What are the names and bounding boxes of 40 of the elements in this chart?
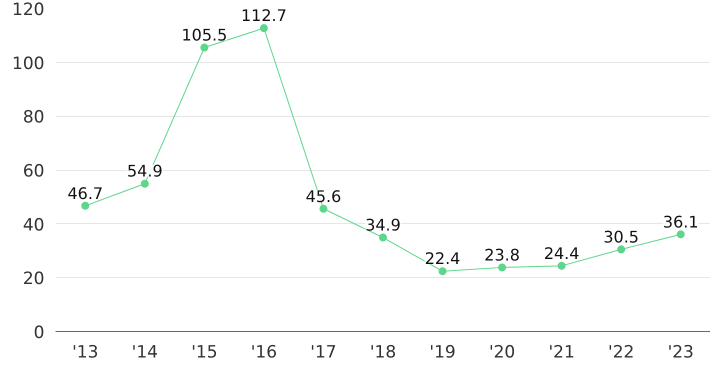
data-label: 105.5	[181, 26, 228, 45]
x-tick-label: '17	[310, 342, 337, 362]
data-label: 24.4	[544, 244, 580, 263]
data-label: 112.7	[241, 6, 287, 26]
point	[558, 262, 566, 270]
data-label: 23.8	[484, 245, 520, 264]
point	[140, 180, 149, 188]
point	[498, 263, 506, 272]
x-tick-label: '18	[370, 342, 396, 362]
data-label: 34.9	[365, 216, 401, 235]
x-tick-label: '13	[72, 342, 98, 362]
y-tick-label: 60	[22, 162, 45, 182]
point	[260, 24, 268, 32]
data-label: 36.1	[662, 212, 699, 232]
data-label: 46.7	[67, 184, 104, 203]
point	[617, 245, 626, 254]
y-tick-label: 120	[12, 0, 45, 20]
data-label: 30.5	[603, 227, 639, 246]
data-label: 22.4	[424, 249, 460, 268]
y-tick-label: 80	[22, 108, 45, 128]
point	[200, 44, 208, 52]
x-tick-label: '14	[132, 342, 158, 362]
point	[81, 202, 90, 210]
x-tick-label: '21	[548, 342, 575, 362]
x-tick-label: '22	[608, 342, 634, 362]
point	[319, 204, 328, 213]
y-tick-label: 20	[22, 269, 45, 290]
point	[379, 234, 387, 242]
x-tick-label: '19	[429, 342, 456, 362]
x-tick-label: '23	[668, 342, 694, 362]
y-tick-label: 40	[22, 215, 45, 236]
x-tick-label: '15	[191, 342, 218, 362]
point	[676, 230, 685, 238]
point	[438, 267, 447, 276]
data-label: 45.6	[306, 186, 342, 206]
x-tick-label: '16	[250, 342, 278, 362]
data-label: 54.9	[127, 162, 163, 181]
y-tick-label: 100	[12, 54, 45, 74]
y-tick-label: 0	[34, 323, 45, 343]
x-tick-label: '20	[488, 342, 516, 362]
